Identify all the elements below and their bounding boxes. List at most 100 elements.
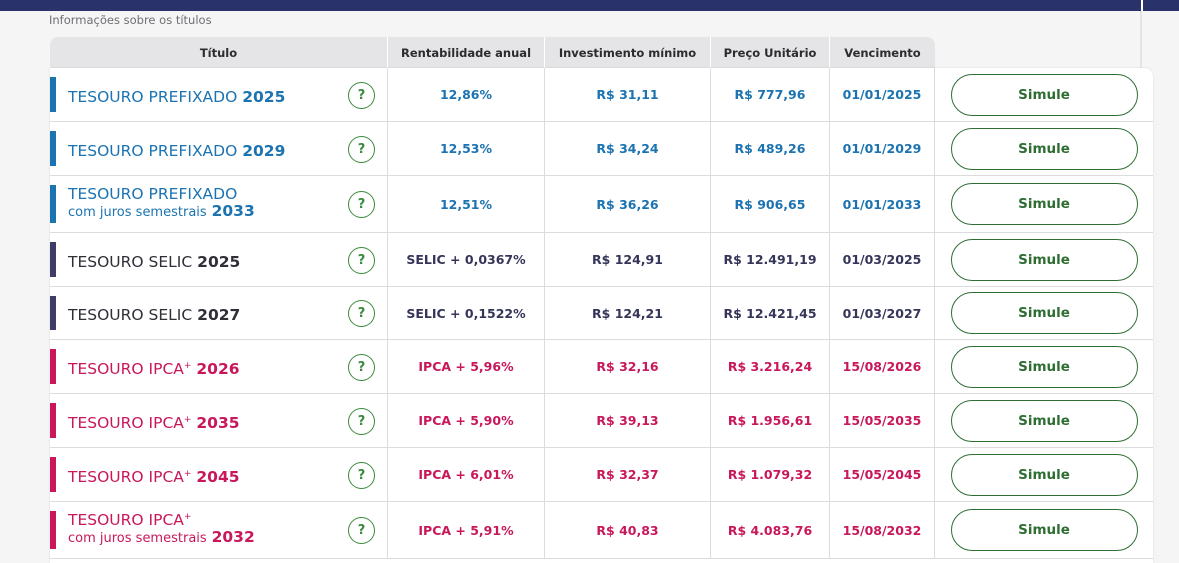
plus-superscript: + [183,511,192,522]
titles-table: TESOURO PREFIXADO 2025 ? 12,86% R$ 31,11… [50,68,1153,563]
simule-button[interactable]: Simule [950,183,1138,225]
rentabilidade-cell: IPCA + 6,01% [388,448,545,501]
bond-year: 2033 [211,202,255,220]
vencimento-cell: 01/01/2025 [830,68,935,121]
investimento-cell: R$ 31,11 [545,68,711,121]
header-preco: Preço Unitário [711,37,830,68]
bond-name: TESOURO SELIC [68,306,193,324]
table-row: TESOURO IPCA+ com juros semestrais 2032 ?… [50,502,1153,559]
table-row: TESOURO PREFIXADO com juros semestrais 20… [50,176,1153,233]
header-titulo: Título [50,37,388,68]
row-accent-bar [50,77,56,112]
simule-button[interactable]: Simule [950,127,1138,170]
row-accent-bar [50,349,56,384]
action-cell: Simule [935,340,1153,393]
section-label: Informações sobre os títulos [49,13,212,27]
preco-cell: R$ 1.079,32 [711,448,830,501]
simule-button[interactable]: Simule [950,453,1138,496]
simule-button[interactable]: Simule [950,238,1138,281]
action-cell: Simule [935,287,1153,339]
preco-cell: R$ 3.216,24 [711,340,830,393]
bond-title: TESOURO IPCA+ 2035 [68,415,240,432]
simule-button[interactable]: Simule [950,73,1138,116]
vencimento-cell: 15/08/2032 [830,502,935,558]
header-investimento: Investimento mínimo [545,37,711,68]
simule-button[interactable]: Simule [950,345,1138,388]
investimento-cell: R$ 36,26 [545,176,711,232]
help-icon[interactable]: ? [348,408,375,435]
vencimento-cell: 15/05/2045 [830,448,935,501]
action-cell: Simule [935,448,1153,501]
simule-button[interactable]: Simule [950,399,1138,442]
bond-year: 2032 [211,528,255,546]
bond-title: TESOURO IPCA+ 2026 [68,361,240,378]
help-icon[interactable]: ? [348,462,375,489]
investimento-cell: R$ 32,16 [545,340,711,393]
help-icon[interactable]: ? [348,300,375,327]
rentabilidade-cell: SELIC + 0,1522% [388,287,545,339]
bond-year: 2029 [242,142,286,160]
vencimento-cell: 01/01/2029 [830,122,935,175]
rentabilidade-cell: 12,53% [388,122,545,175]
row-accent-bar [50,131,56,166]
bond-title: TESOURO IPCA+ 2045 [68,469,240,486]
preco-cell: R$ 489,26 [711,122,830,175]
bond-title: TESOURO IPCA+ com juros semestrais 2032 [68,512,255,547]
table-row: TESOURO PREFIXADO 2025 ? 12,86% R$ 31,11… [50,68,1153,122]
simule-button[interactable]: Simule [950,509,1138,551]
rentabilidade-cell: IPCA + 5,91% [388,502,545,558]
bond-year: 2026 [196,360,240,378]
bond-year: 2027 [197,306,241,324]
plus-superscript: + [183,468,192,479]
help-icon[interactable]: ? [348,82,375,109]
vencimento-cell: 01/01/2033 [830,176,935,232]
vencimento-cell: 15/08/2026 [830,340,935,393]
preco-cell: R$ 12.491,19 [711,233,830,286]
table-row: TESOURO SELIC 2027 ? SELIC + 0,1522% R$ … [50,287,1153,340]
bond-name: TESOURO IPCA [68,511,184,529]
plus-superscript: + [183,414,192,425]
help-icon[interactable]: ? [348,354,375,381]
investimento-cell: R$ 40,83 [545,502,711,558]
help-icon[interactable]: ? [348,191,375,218]
bond-subtitle: com juros semestrais [68,205,207,220]
simule-button[interactable]: Simule [950,292,1138,334]
title-cell: TESOURO PREFIXADO 2025 ? [50,68,388,121]
plus-superscript: + [183,360,192,371]
bond-name: TESOURO PREFIXADO [68,185,238,203]
bond-name: TESOURO PREFIXADO [68,142,238,160]
help-icon[interactable]: ? [348,517,375,544]
investimento-cell: R$ 124,21 [545,287,711,339]
help-icon[interactable]: ? [348,136,375,163]
investimento-cell: R$ 124,91 [545,233,711,286]
bond-name: TESOURO SELIC [68,253,193,271]
bond-title: TESOURO PREFIXADO 2025 [68,89,285,106]
row-accent-bar [50,457,56,492]
preco-cell: R$ 4.083,76 [711,502,830,558]
title-cell: TESOURO IPCA+ 2045 ? [50,448,388,501]
bond-title: TESOURO SELIC 2025 [68,254,240,271]
bond-subtitle: com juros semestrais [68,531,207,546]
action-cell: Simule [935,176,1153,232]
table-row: TESOURO IPCA+ 2035 ? IPCA + 5,90% R$ 39,… [50,394,1153,448]
rentabilidade-cell: IPCA + 5,96% [388,340,545,393]
table-row: TESOURO PREFIXADO 2029 ? 12,53% R$ 34,24… [50,122,1153,176]
top-navigation-bar [0,0,1179,11]
rentabilidade-cell: SELIC + 0,0367% [388,233,545,286]
table-row: TESOURO IPCA+ 2026 ? IPCA + 5,96% R$ 32,… [50,340,1153,394]
bond-year: 2025 [197,253,241,271]
vencimento-cell: 01/03/2025 [830,233,935,286]
title-cell: TESOURO PREFIXADO com juros semestrais 20… [50,176,388,232]
table-header: Título Rentabilidade anual Investimento … [50,37,935,68]
bond-name: TESOURO PREFIXADO [68,88,238,106]
bond-year: 2045 [196,468,240,486]
title-cell: TESOURO IPCA+ 2026 ? [50,340,388,393]
title-cell: TESOURO PREFIXADO 2029 ? [50,122,388,175]
topbar-divider [1141,0,1143,11]
header-rentabilidade: Rentabilidade anual [388,37,545,68]
bond-title: TESOURO SELIC 2027 [68,307,240,324]
row-accent-bar [50,403,56,438]
help-icon[interactable]: ? [348,247,375,274]
bond-title: TESOURO PREFIXADO 2029 [68,143,285,160]
title-cell: TESOURO IPCA+ 2035 ? [50,394,388,447]
